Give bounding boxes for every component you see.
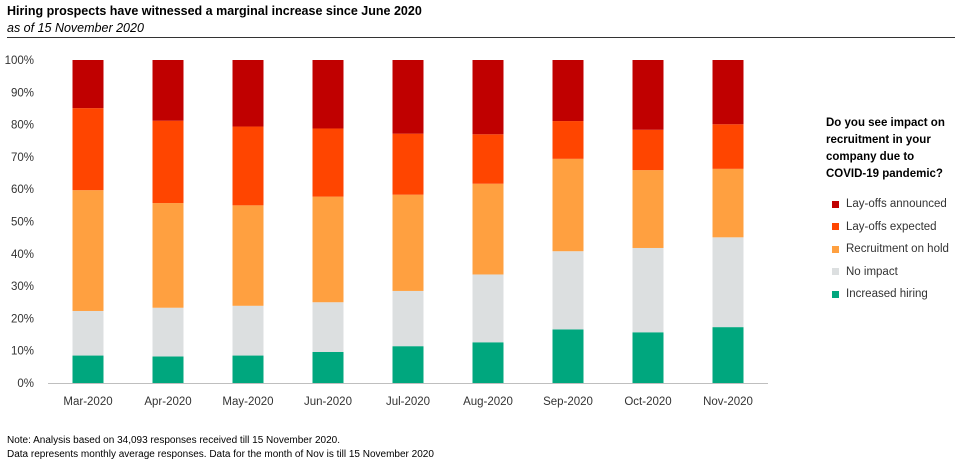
bar-segment-increased-hiring-jun-2020	[312, 351, 344, 383]
legend-item-no-impact: No impact	[832, 261, 949, 284]
bar-segment-lay-offs-announced-sep-2020	[552, 60, 584, 122]
bar-segment-no-impact-nov-2020	[712, 237, 744, 328]
legend-swatch-layoffs-expected	[832, 223, 839, 231]
bar-segment-increased-hiring-sep-2020	[552, 329, 584, 383]
x-tick-label: Jul-2020	[386, 396, 430, 408]
bar-segment-recruitment-on-hold-mar-2020	[72, 190, 104, 311]
footnote-line-2: Data represents monthly average response…	[7, 448, 434, 460]
y-tick-label: 80%	[11, 120, 34, 132]
bar-segment-increased-hiring-oct-2020	[632, 332, 664, 383]
bar-segment-lay-offs-announced-aug-2020	[472, 60, 504, 135]
bar-segment-no-impact-may-2020	[232, 305, 264, 356]
chart-subtitle: as of 15 November 2020	[7, 21, 144, 35]
bar-segment-lay-offs-expected-sep-2020	[552, 121, 584, 159]
bar-segment-no-impact-jun-2020	[312, 302, 344, 352]
legend-swatch-no-impact	[832, 268, 839, 276]
bar-segment-lay-offs-expected-mar-2020	[72, 108, 104, 191]
bar-segment-increased-hiring-apr-2020	[152, 356, 184, 383]
bar-segment-increased-hiring-nov-2020	[712, 327, 744, 383]
footnote-line-1: Note: Analysis based on 34,093 responses…	[7, 435, 340, 446]
legend-swatch-layoffs-announced	[832, 200, 839, 208]
stacked-bar-chart: 0% 10% 20% 30% 40% 50% 60% 70% 80% 90% 100% Mar-20…	[5, 55, 768, 408]
bar-segment-lay-offs-announced-may-2020	[232, 60, 264, 127]
y-axis: 0% 10% 20% 30% 40% 50% 60% 70% 80% 90% 100%	[5, 55, 34, 390]
y-tick-label: 60%	[11, 184, 34, 196]
y-tick-label: 30%	[11, 281, 34, 293]
x-axis: Mar-2020 Apr-2020 May-2020 Jun-2020 Jul-2020…	[48, 383, 768, 408]
legend-item-recruitment-on-hold: Recruitment on hold	[832, 238, 949, 261]
y-tick-label: 10%	[11, 346, 34, 358]
x-tick-label: Nov-2020	[703, 396, 753, 408]
footnote: Note: Analysis based on 34,093 responses…	[7, 434, 434, 461]
y-tick-label: 90%	[11, 87, 34, 99]
bar-segment-recruitment-on-hold-oct-2020	[632, 170, 664, 248]
bar-segment-recruitment-on-hold-nov-2020	[712, 168, 744, 238]
bar-segment-lay-offs-expected-jun-2020	[312, 128, 344, 197]
legend-label-layoffs-announced: Lay-offs announced	[846, 198, 947, 211]
legend-swatch-recruitment-on-hold	[832, 245, 839, 253]
y-tick-label: 50%	[11, 217, 34, 229]
x-tick-label: Aug-2020	[463, 396, 513, 408]
y-tick-label: 20%	[11, 313, 34, 325]
legend-swatch-increased-hiring	[832, 290, 839, 298]
bar-segment-lay-offs-expected-apr-2020	[152, 120, 184, 204]
bar-segment-recruitment-on-hold-sep-2020	[552, 158, 584, 252]
x-tick-label: Sep-2020	[543, 396, 593, 408]
x-tick-label: May-2020	[222, 396, 273, 408]
x-tick-label: Mar-2020	[63, 396, 112, 408]
x-tick-label: Oct-2020	[624, 396, 671, 408]
bar-segment-lay-offs-announced-nov-2020	[712, 60, 744, 125]
bar-segment-increased-hiring-aug-2020	[472, 342, 504, 383]
legend-label-no-impact: No impact	[846, 265, 898, 278]
legend-label-increased-hiring: Increased hiring	[846, 288, 928, 301]
y-tick-label: 40%	[11, 249, 34, 261]
bar-segment-recruitment-on-hold-jun-2020	[312, 196, 344, 303]
bar-segment-no-impact-sep-2020	[552, 251, 584, 330]
bar-segment-recruitment-on-hold-may-2020	[232, 205, 264, 306]
legend-title: Do you see impact on recruitment in your…	[826, 117, 945, 180]
x-tick-label: Apr-2020	[144, 396, 191, 408]
bar-segment-lay-offs-announced-jun-2020	[312, 60, 344, 129]
x-tick-label: Jun-2020	[304, 396, 352, 408]
bar-segment-increased-hiring-may-2020	[232, 355, 264, 383]
y-tick-label: 0%	[17, 378, 34, 390]
bar-segment-no-impact-apr-2020	[152, 307, 184, 357]
bar-segment-lay-offs-announced-jul-2020	[392, 60, 424, 134]
legend: Lay-offs announced Lay-offs expected Rec…	[832, 193, 949, 306]
bar-segment-no-impact-jul-2020	[392, 290, 424, 347]
bar-segment-lay-offs-expected-aug-2020	[472, 134, 504, 184]
legend-item-increased-hiring: Increased hiring	[832, 283, 949, 306]
legend-label-layoffs-expected: Lay-offs expected	[846, 220, 937, 233]
bar-segment-no-impact-mar-2020	[72, 310, 104, 356]
bar-segment-lay-offs-announced-oct-2020	[632, 60, 664, 130]
bar-segment-lay-offs-announced-apr-2020	[152, 60, 184, 121]
bar-segment-lay-offs-expected-may-2020	[232, 126, 264, 206]
bar-segment-lay-offs-announced-mar-2020	[72, 60, 104, 109]
y-tick-label: 100%	[5, 55, 34, 67]
bar-segment-lay-offs-expected-oct-2020	[632, 129, 664, 171]
bar-segment-lay-offs-expected-nov-2020	[712, 124, 744, 169]
chart-title: Hiring prospects have witnessed a margin…	[7, 4, 422, 18]
bars-group	[72, 60, 744, 383]
y-tick-label: 70%	[11, 152, 34, 164]
bar-segment-no-impact-aug-2020	[472, 274, 504, 343]
title-divider	[7, 37, 955, 38]
bar-segment-no-impact-oct-2020	[632, 247, 664, 333]
bar-segment-increased-hiring-mar-2020	[72, 355, 104, 383]
bar-segment-recruitment-on-hold-apr-2020	[152, 203, 184, 308]
bar-segment-lay-offs-expected-jul-2020	[392, 133, 424, 195]
bar-segment-recruitment-on-hold-jul-2020	[392, 194, 424, 291]
legend-item-layoffs-announced: Lay-offs announced	[832, 193, 949, 216]
bar-segment-recruitment-on-hold-aug-2020	[472, 183, 504, 275]
bar-segment-increased-hiring-jul-2020	[392, 346, 424, 383]
legend-item-layoffs-expected: Lay-offs expected	[832, 216, 949, 239]
legend-label-recruitment-on-hold: Recruitment on hold	[846, 243, 949, 256]
